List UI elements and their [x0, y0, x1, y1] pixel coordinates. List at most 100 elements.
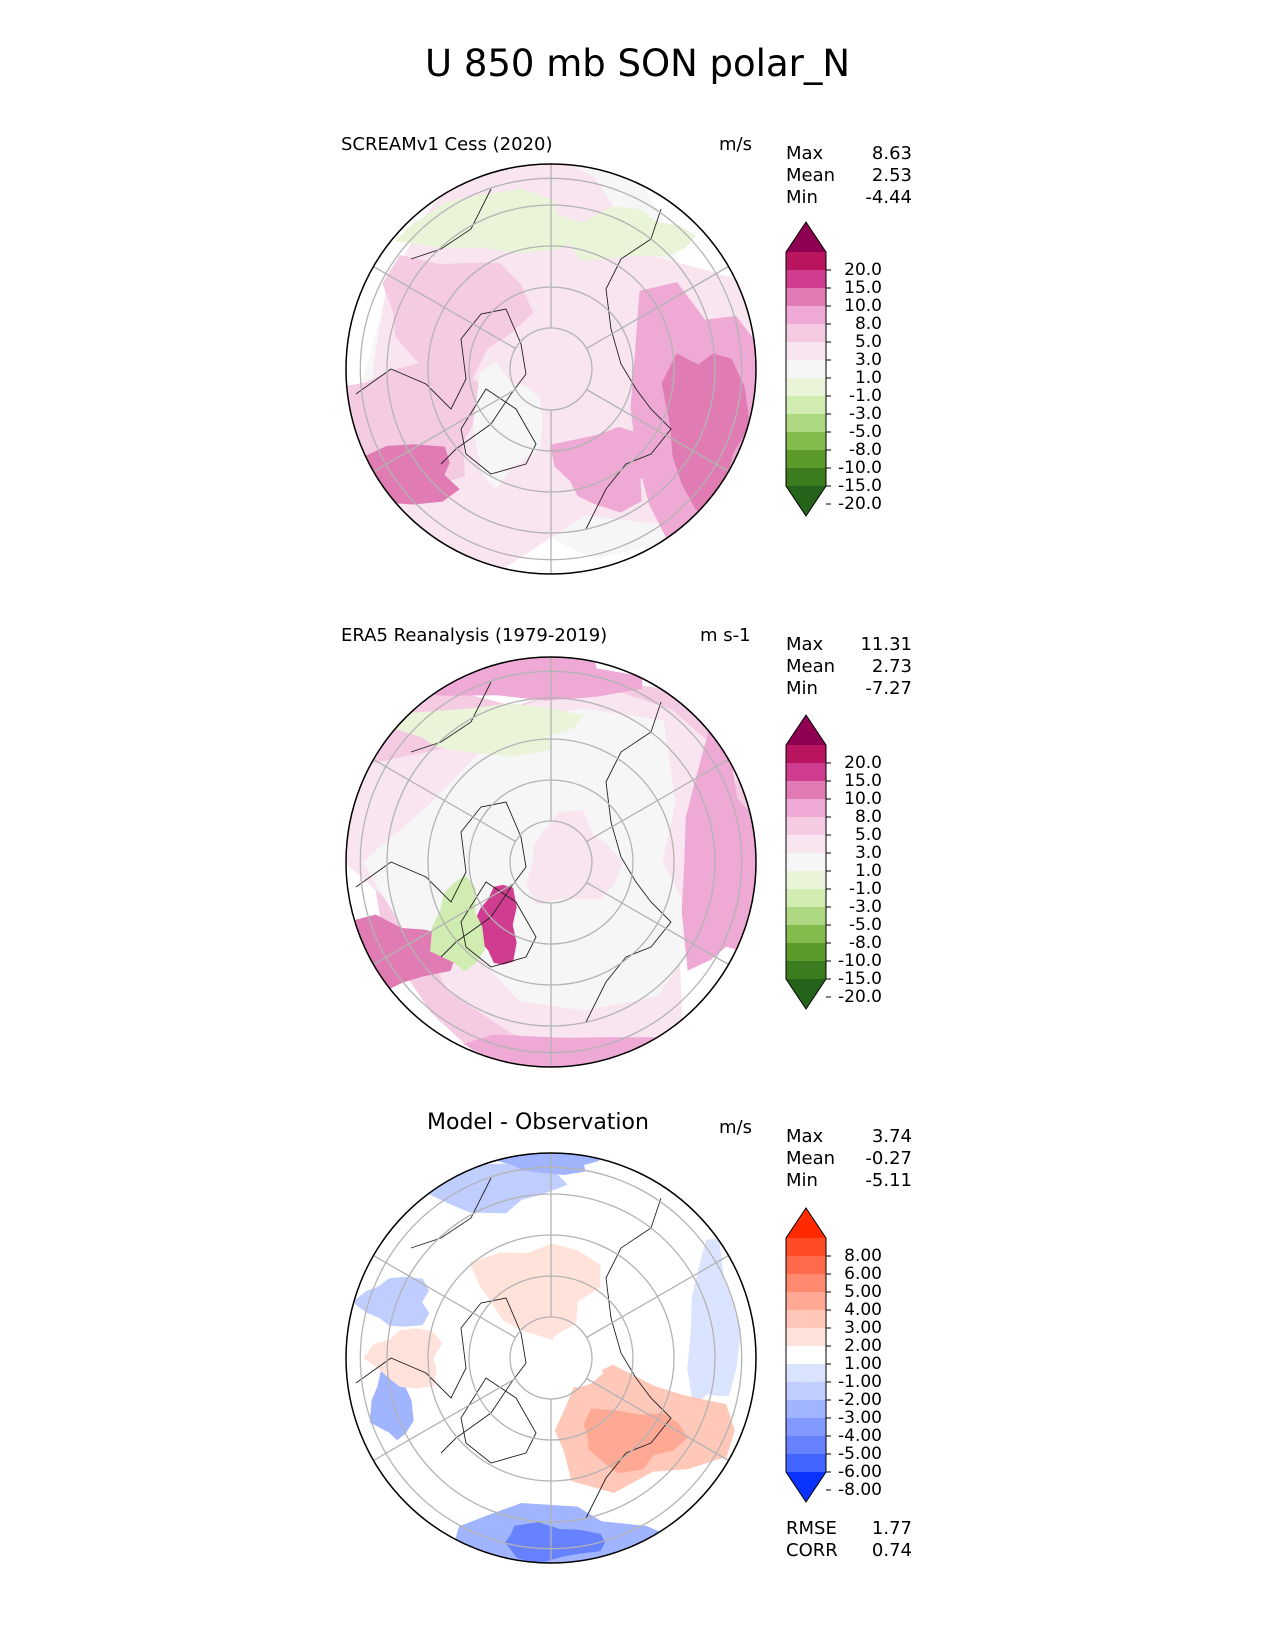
colorbar-bin [786, 1274, 826, 1293]
panel-1-mean-label: Mean [786, 165, 836, 186]
colorbar-tick-label: -3.00 [838, 1407, 882, 1428]
panel-3-metrics: RMSE 1.77 CORR 0.74 [786, 1518, 912, 1562]
colorbar-tick-label: -20.0 [838, 493, 882, 514]
greenland-coast [460, 881, 537, 968]
panel-2-max-value: 11.31 [860, 634, 912, 655]
colorbar-bin [786, 252, 826, 271]
colorbar-tick-label: 8.0 [854, 806, 882, 827]
eurasia-coast [585, 701, 672, 1023]
colorbar-extend-min [786, 979, 826, 1009]
graticule [359, 1153, 743, 1563]
colorbar-tick-label: 1.0 [854, 367, 882, 388]
meridian-line [586, 758, 729, 843]
meridian-line [586, 881, 729, 966]
panel-2-mean-value: 2.73 [871, 656, 912, 677]
colorbar-bin [786, 961, 826, 980]
colorbar-tick-label: 20.0 [844, 259, 882, 280]
colorbar-bin [786, 360, 826, 379]
graticule [359, 657, 743, 1067]
colorbar-tick-label: -5.00 [838, 1443, 882, 1464]
colorbar-bin [786, 468, 826, 487]
contour-region [526, 810, 623, 906]
colorbar-tick-label: 5.00 [844, 1281, 882, 1302]
colorbar-tick-label: 5.0 [854, 331, 882, 352]
colorbar-tick-label: -2.00 [838, 1389, 882, 1410]
colorbar-tick-label: 8.0 [854, 313, 882, 334]
panel-2-min-value: -7.27 [865, 678, 912, 699]
colorbar-extend-min [786, 486, 826, 516]
meridian-line [586, 1254, 729, 1339]
colorbar-tick-label: -15.0 [838, 968, 882, 989]
panel-1-stats: Max 8.63 Mean 2.53 Min -4.44 [786, 143, 912, 209]
colorbar-bin [786, 1346, 826, 1365]
colorbar-tick-label: 1.0 [854, 860, 882, 881]
colorbar-extend-max [786, 715, 826, 745]
colorbar-bin [786, 1292, 826, 1311]
panel-1-title: SCREAMv1 Cess (2020) [341, 134, 553, 155]
panel-3-title: Model - Observation [427, 1110, 649, 1135]
colorbar-bin [786, 1238, 826, 1257]
north-america-coast [355, 1297, 527, 1454]
panel-1-mean-value: 2.53 [871, 165, 912, 186]
panel-3-mean-value: -0.27 [865, 1148, 912, 1169]
panel-3-min-label: Min [786, 1170, 818, 1191]
meridian-line [373, 881, 516, 966]
contour-region [469, 1243, 601, 1341]
colorbar-tick-label: -3.0 [848, 403, 882, 424]
north-america-coast [355, 801, 527, 958]
colorbar-tick-label: 15.0 [844, 277, 882, 298]
rmse-value: 1.77 [871, 1518, 912, 1539]
meridian-line [586, 1377, 729, 1462]
rmse-label: RMSE [786, 1518, 837, 1539]
colorbar-bin [786, 925, 826, 944]
panel-2-stats: Max 11.31 Mean 2.73 Min -7.27 [786, 634, 912, 700]
colorbar-bin [786, 450, 826, 469]
colorbar-tick-label: -8.00 [838, 1479, 882, 1500]
panel-1-max-label: Max [786, 143, 824, 164]
greenland-coast [460, 1377, 537, 1464]
colorbar-tick-label: -10.0 [838, 457, 882, 478]
panel-2-mean-label: Mean [786, 656, 836, 677]
colorbar-tick-label: 3.0 [854, 349, 882, 370]
colorbar-bin [786, 396, 826, 415]
colorbar-bin [786, 745, 826, 764]
colorbar-bin [786, 1364, 826, 1383]
colorbar-tick-label: 8.00 [844, 1245, 882, 1266]
colorbar-extend-max [786, 222, 826, 252]
colorbar-tick-label: 1.00 [844, 1353, 882, 1374]
colorbar-bin [786, 414, 826, 433]
contour-region [583, 1408, 688, 1474]
meridian-line [373, 388, 516, 473]
colorbar-tick-label: 10.0 [844, 295, 882, 316]
alaska-coast [410, 681, 492, 753]
field-contours-2 [346, 657, 756, 1067]
contour-region [537, 1325, 604, 1388]
contour-region [352, 1277, 430, 1327]
colorbar-bin [786, 1400, 826, 1419]
colorbar-tick-label: 5.0 [854, 824, 882, 845]
map-boundary [345, 656, 757, 1068]
north-america-coast [355, 308, 527, 465]
colorbar-bin [786, 342, 826, 361]
alaska-coast [410, 188, 492, 260]
panel-1-min-label: Min [786, 187, 818, 208]
figure-title: U 850 mb SON polar_N [424, 42, 851, 85]
colorbar-tick-label: -10.0 [838, 950, 882, 971]
colorbar-bin [786, 853, 826, 872]
colorbar-bin [786, 306, 826, 325]
colorbar-tick-label: -8.0 [848, 932, 882, 953]
colorbar-tick-label: 10.0 [844, 788, 882, 809]
colorbar-bin [786, 763, 826, 782]
colorbar-bin [786, 1418, 826, 1437]
colorbar-bin [786, 270, 826, 289]
colorbar-bin [786, 1436, 826, 1455]
colorbar-tick-label: -15.0 [838, 475, 882, 496]
colorbar-tick-label: -4.00 [838, 1425, 882, 1446]
colorbar-tick-label: -6.00 [838, 1461, 882, 1482]
colorbar-tick-label: 4.00 [844, 1299, 882, 1320]
colorbar-tick-label: -8.0 [848, 439, 882, 460]
panel-1-max-value: 8.63 [871, 143, 912, 164]
contour-region [687, 1238, 741, 1407]
contour-region [505, 1522, 606, 1563]
meridian-line [373, 758, 516, 843]
